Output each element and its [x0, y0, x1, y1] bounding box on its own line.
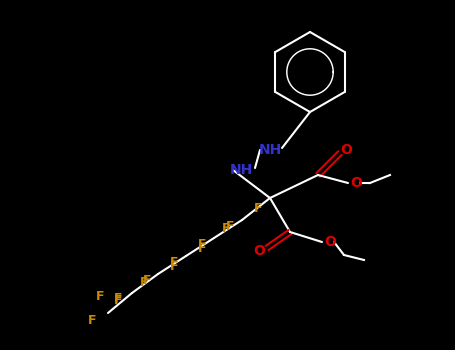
- Text: NH: NH: [229, 163, 253, 177]
- Text: F: F: [222, 222, 230, 235]
- Text: O: O: [253, 244, 265, 258]
- Text: O: O: [324, 235, 336, 249]
- Text: F: F: [198, 238, 206, 251]
- Text: F: F: [198, 241, 206, 254]
- Text: O: O: [350, 176, 362, 190]
- Text: F: F: [170, 256, 178, 268]
- Text: F: F: [170, 259, 178, 273]
- Text: F: F: [96, 290, 104, 303]
- Text: F: F: [226, 219, 234, 232]
- Text: F: F: [143, 274, 151, 287]
- Text: F: F: [114, 293, 122, 306]
- Text: F: F: [254, 202, 262, 215]
- Text: F: F: [140, 275, 148, 288]
- Text: F: F: [114, 294, 122, 308]
- Text: O: O: [340, 143, 352, 157]
- Text: F: F: [88, 315, 96, 328]
- Text: NH: NH: [258, 143, 282, 157]
